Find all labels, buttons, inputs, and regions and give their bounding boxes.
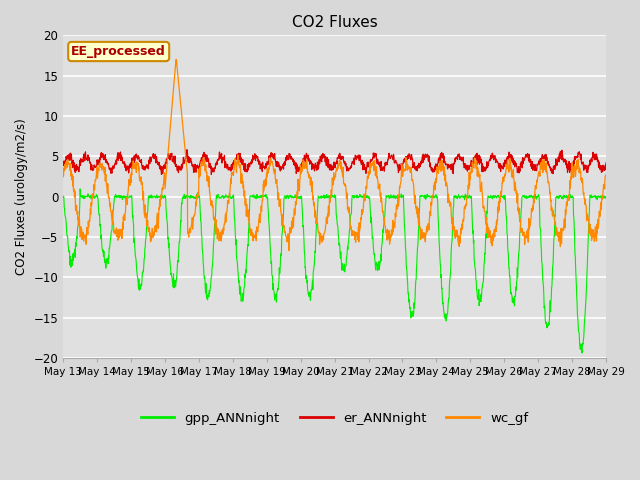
- Title: CO2 Fluxes: CO2 Fluxes: [292, 15, 378, 30]
- Y-axis label: CO2 Fluxes (urology/m2/s): CO2 Fluxes (urology/m2/s): [15, 118, 28, 275]
- Legend: gpp_ANNnight, er_ANNnight, wc_gf: gpp_ANNnight, er_ANNnight, wc_gf: [136, 407, 533, 430]
- Text: EE_processed: EE_processed: [71, 45, 166, 58]
